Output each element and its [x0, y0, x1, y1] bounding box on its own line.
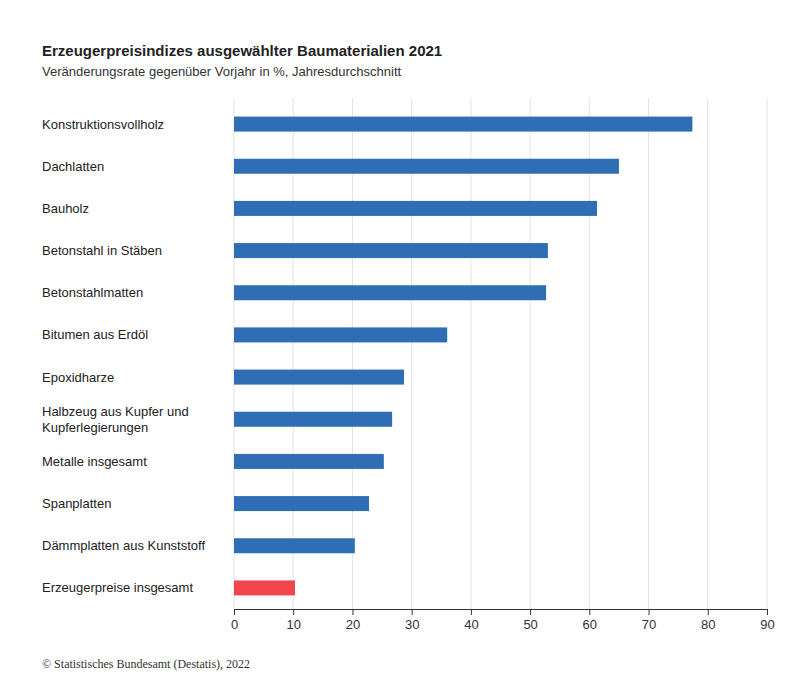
bar	[234, 243, 548, 258]
tick-mark	[767, 609, 768, 615]
grid-line	[352, 98, 353, 609]
x-axis-line	[235, 610, 768, 616]
bar	[234, 454, 384, 469]
tick-mark	[234, 609, 235, 615]
subtitle: Veränderungsrate gegenüber Vorjahr in %,…	[42, 64, 402, 79]
tick-mark	[471, 609, 472, 615]
bar	[234, 496, 369, 511]
tick-mark	[293, 609, 294, 615]
title: Erzeugerpreisindizes ausgewählter Baumat…	[42, 42, 442, 59]
tick-label: 70	[642, 617, 656, 632]
category-label: Betonstahlmatten	[42, 285, 143, 300]
grid-line	[589, 98, 590, 609]
grid-line	[767, 98, 768, 609]
tick: 80	[701, 609, 715, 632]
tick: 50	[523, 609, 537, 632]
tick-label: 80	[701, 617, 715, 632]
tick: 10	[286, 609, 300, 632]
tick: 0	[231, 609, 238, 632]
tick: 60	[583, 609, 597, 632]
tick-label: 90	[760, 617, 774, 632]
tick: 90	[760, 609, 774, 632]
category-label: Dämmplatten aus Kunststoff	[42, 538, 205, 553]
grid-line	[470, 98, 471, 609]
bar	[234, 538, 355, 553]
bars	[234, 117, 692, 596]
grid	[234, 98, 767, 609]
bar	[234, 117, 692, 132]
tick-mark	[352, 609, 353, 615]
tick-mark	[412, 609, 413, 615]
tick: 70	[642, 609, 656, 632]
category-label: Halbzeug aus Kupfer undKupferlegierungen	[42, 404, 189, 435]
tick-label: 50	[523, 617, 537, 632]
grid-line	[293, 98, 294, 609]
tick-label: 40	[464, 617, 478, 632]
bar	[234, 370, 404, 385]
tick-label: 60	[583, 617, 597, 632]
category-label: Bauholz	[42, 201, 89, 216]
bar	[234, 159, 619, 174]
x-axis: 0 10 20 30 40 50 60 70 80 90	[231, 609, 775, 632]
tick: 20	[346, 609, 360, 632]
tick: 40	[464, 609, 478, 632]
category-label: Spanplatten	[42, 496, 111, 511]
grid-line	[234, 98, 235, 609]
category-label: Erzeugerpreise insgesamt	[42, 580, 193, 595]
tick-mark	[589, 609, 590, 615]
category-label: Dachlatten	[42, 159, 104, 174]
tick-mark	[649, 609, 650, 615]
category-label: Betonstahl in Stäben	[42, 243, 162, 258]
tick-mark	[708, 609, 709, 615]
grid-line	[411, 98, 412, 609]
tick: 30	[405, 609, 419, 632]
bar	[234, 201, 597, 216]
grid-line	[530, 98, 531, 609]
chart: Erzeugerpreisindizes ausgewählter Baumat…	[0, 0, 810, 686]
tick-label: 30	[405, 617, 419, 632]
tick-label: 20	[346, 617, 360, 632]
category-label: Metalle insgesamt	[42, 454, 147, 469]
tick-label: 10	[286, 617, 300, 632]
category-label: Epoxidharze	[42, 370, 114, 385]
grid-line	[707, 98, 708, 609]
category-labels: Konstruktionsvollholz Dachlatten Bauholz Be…	[42, 117, 205, 596]
bar	[234, 580, 295, 595]
bar	[234, 412, 392, 427]
bar	[234, 327, 447, 342]
category-label: Konstruktionsvollholz	[42, 117, 164, 132]
tick-mark	[530, 609, 531, 615]
source: © Statistisches Bundesamt (Destatis), 20…	[42, 657, 250, 671]
grid-line	[648, 98, 649, 609]
tick-label: 0	[231, 617, 238, 632]
bar	[234, 285, 546, 300]
category-label: Bitumen aus Erdöl	[42, 327, 148, 342]
